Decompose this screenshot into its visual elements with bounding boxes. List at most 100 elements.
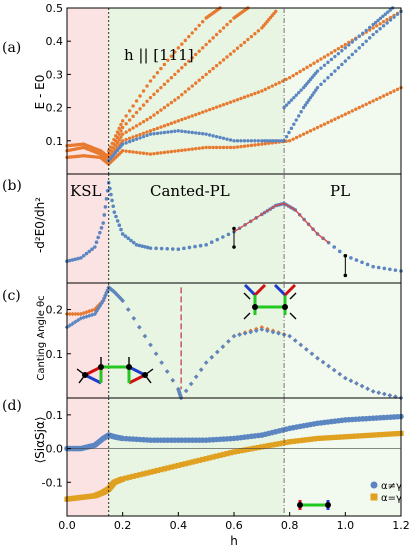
point-a-s0-b1-39 (145, 130, 149, 134)
point-a-s0-b2-51 (187, 87, 191, 91)
point-d-s1-53 (137, 472, 143, 478)
point-d-s1-57 (151, 468, 157, 474)
point-a-s1-b0-72 (315, 85, 320, 90)
point-a-s0-b4-10 (127, 109, 132, 113)
ytick-label-d-1: 0.0 (46, 443, 64, 456)
point-a-s1-b0-54 (276, 139, 281, 143)
point-a-s0-b0-69 (249, 143, 254, 148)
point-a-s1-b1-23 (340, 49, 344, 53)
point-a-s0-b0-42 (155, 151, 160, 155)
point-a-s0-b2-59 (214, 63, 219, 68)
point-a-s0-b3-13 (138, 107, 142, 111)
point-a-s0-b4-2 (110, 141, 114, 145)
point-a-s0-b1-53 (194, 112, 198, 117)
point-a-s1-b0-50 (265, 139, 270, 143)
point-a-s0-b3-24 (176, 69, 181, 73)
point-a-s0-b1-64 (232, 99, 236, 103)
point-a-s0-b4-16 (148, 79, 153, 83)
point-a-s0-b1-55 (200, 110, 205, 114)
point-c-s1-3 (73, 319, 78, 325)
phase-label-canted-pl: Canted-PL (150, 182, 230, 200)
point-d-s1-109 (332, 434, 338, 441)
point-d-s1-124 (384, 431, 390, 437)
point-a-s1-b1-18 (322, 63, 327, 67)
point-a-s1-b0-94 (392, 15, 396, 19)
point-c-s1-55 (231, 333, 237, 339)
point-a-s1-b0-59 (289, 126, 294, 131)
point-a-s0-b3-17 (152, 92, 156, 97)
point-a-s0-b1-90 (322, 55, 327, 59)
legend: α≠γ α=γ (370, 481, 402, 504)
point-a-s1-b1-28 (357, 34, 361, 38)
point-c-s1-80 (370, 389, 376, 394)
point-a-s0-b3-14 (141, 103, 146, 107)
point-a-s1-b0-55 (279, 139, 284, 143)
point-a-s0-b0-38 (141, 151, 146, 155)
ytick-label-c-1: 0.2 (46, 304, 64, 317)
point-b-3 (73, 257, 78, 262)
point-b-50 (204, 243, 208, 247)
point-a-s1-b1-3 (289, 98, 294, 102)
point-a-s1-b1-34 (376, 18, 380, 23)
xtick-label-d-3: 0.6 (225, 519, 243, 532)
point-a-s0-b2-36 (134, 124, 139, 128)
point-a-s0-b3-30 (197, 49, 201, 53)
point-d-s1-88 (259, 444, 265, 450)
point-c-s1-82 (382, 391, 387, 397)
point-a-s0-b1-107 (381, 19, 386, 24)
point-a-s0-b1-86 (308, 63, 313, 67)
point-c-s1-71 (320, 359, 326, 365)
point-a-s1-b0-90 (378, 27, 382, 31)
point-a-s0-b1-47 (173, 120, 177, 124)
point-a-s0-b1-82 (294, 71, 299, 76)
point-c-s1-35 (148, 342, 153, 348)
point-a-s0-b3-8 (120, 125, 125, 130)
point-a-s0-b3-10 (127, 118, 132, 122)
point-d-s1-86 (252, 445, 258, 451)
point-a-s0-b3-37 (221, 26, 226, 30)
point-a-s0-b0-88 (315, 125, 320, 130)
point-b-53 (221, 235, 225, 239)
point-a-s1-b0-22 (169, 129, 174, 134)
point-a-s1-b0-47 (256, 139, 261, 143)
point-a-s0-b0-93 (333, 117, 337, 121)
point-a-s0-b0-63 (228, 145, 233, 150)
point-a-s1-b0-44 (246, 139, 250, 143)
point-a-s1-b0-36 (218, 135, 222, 140)
point-b-88 (360, 260, 364, 265)
point-a-s0-b4-19 (159, 66, 163, 71)
point-a-s1-b0-80 (343, 59, 348, 63)
point-a-s0-b3-21 (166, 79, 170, 83)
panel-label-c: (c) (2, 288, 21, 304)
point-d-s1-60 (161, 466, 168, 472)
point-a-s1-b0-49 (262, 139, 267, 143)
point-a-s0-b1-43 (159, 125, 163, 129)
point-a-s0-b1-73 (263, 87, 268, 92)
point-a-s1-b0-27 (187, 130, 191, 134)
point-b-94 (393, 268, 398, 272)
point-b-40 (148, 246, 153, 250)
point-a-s1-b0-81 (347, 56, 351, 60)
point-a-s1-b1-6 (297, 90, 301, 95)
point-a-s0-b0-110 (392, 89, 396, 93)
point-c-s1-77 (354, 381, 359, 386)
ytick-label-c-0: 0.1 (46, 348, 64, 361)
point-a-s1-b0-25 (180, 129, 184, 133)
point-c-s1-62 (270, 329, 276, 335)
point-a-s0-b1-75 (270, 84, 274, 88)
xlabel: h (230, 534, 238, 548)
point-a-s0-b0-67 (242, 144, 247, 148)
point-a-s1-b0-76 (329, 72, 334, 77)
point-a-s1-b0-14 (141, 134, 146, 139)
point-a-s1-b0-66 (305, 100, 309, 105)
point-d-s1-74 (210, 454, 216, 460)
point-d-s1-105 (318, 435, 324, 441)
point-a-s1-b1-32 (371, 22, 375, 27)
errorbar-b-end-0-lo (232, 245, 236, 249)
point-a-s0-b1-77 (277, 81, 281, 85)
point-a-s1-b0-65 (303, 103, 308, 107)
point-d-s1-99 (297, 437, 303, 444)
point-b-17 (103, 205, 108, 209)
point-d-s1-71 (200, 456, 206, 463)
point-a-s0-b1-57 (207, 107, 212, 112)
